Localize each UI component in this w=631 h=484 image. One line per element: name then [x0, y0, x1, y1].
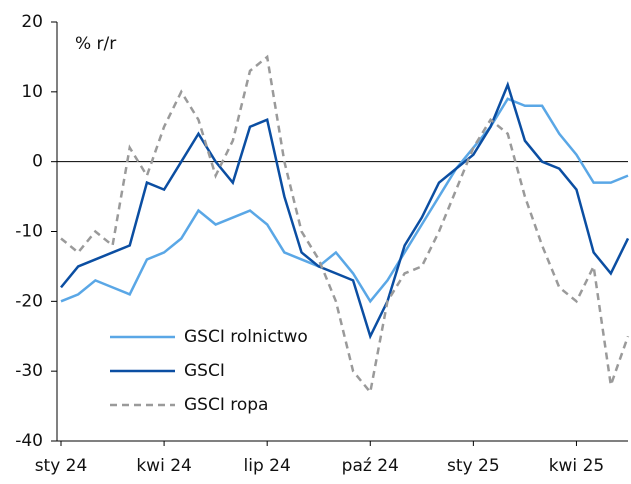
series-line — [60, 81, 630, 340]
y-tick-label: -40 — [15, 431, 43, 451]
legend-label: GSCI rolnictwo — [184, 327, 308, 347]
y-tick-label: -10 — [15, 222, 43, 242]
y-axis-label: % r/r — [75, 34, 116, 54]
x-tick-label: sty 24 — [35, 456, 88, 476]
x-tick-label: kwi 25 — [549, 456, 605, 476]
y-tick-label: -20 — [15, 291, 43, 311]
series-line — [60, 97, 629, 304]
x-tick-label: paź 24 — [342, 456, 399, 476]
legend-label: GSCI — [184, 361, 225, 381]
x-tick-label: lip 24 — [244, 456, 291, 476]
y-tick-label: -30 — [15, 361, 43, 381]
x-tick-label: sty 25 — [447, 456, 500, 476]
y-tick-label: 20 — [21, 12, 43, 32]
legend-label: GSCI ropa — [184, 395, 268, 415]
y-tick-label: 0 — [32, 152, 43, 172]
y-tick-label: 10 — [21, 82, 43, 102]
series-line — [60, 54, 630, 395]
x-tick-label: kwi 24 — [136, 456, 192, 476]
